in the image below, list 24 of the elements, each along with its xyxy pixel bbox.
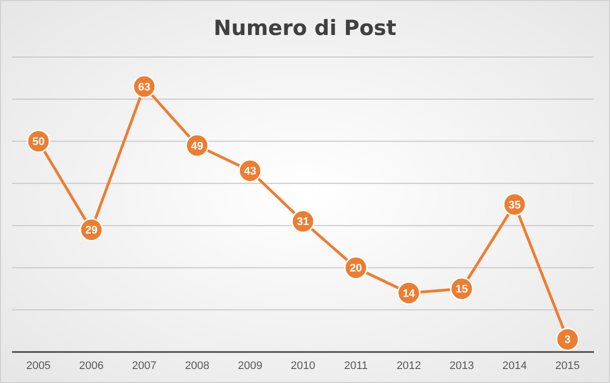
data-label: 14 <box>402 288 416 300</box>
data-label: 3 <box>564 334 571 346</box>
data-label: 15 <box>456 284 468 296</box>
x-tick-label: 2010 <box>290 360 316 372</box>
x-tick-label: 2008 <box>184 360 210 372</box>
x-tick-label: 2006 <box>79 360 104 372</box>
chart-title: Numero di Post <box>214 16 396 40</box>
data-label: 63 <box>138 81 150 94</box>
data-label: 50 <box>32 136 45 148</box>
x-tick-label: 2007 <box>132 360 157 372</box>
x-tick-label: 2005 <box>26 360 51 372</box>
x-tick-label: 2015 <box>555 360 580 372</box>
x-tick-label: 2012 <box>396 360 422 372</box>
data-label: 43 <box>244 166 256 178</box>
x-tick-label: 2013 <box>449 360 474 372</box>
x-tick-label: 2011 <box>344 360 368 372</box>
point <box>556 328 580 352</box>
data-label: 35 <box>508 199 521 212</box>
data-label: 49 <box>191 140 204 152</box>
data-label: 20 <box>350 262 362 275</box>
data-label: 29 <box>85 224 98 237</box>
data-label: 31 <box>296 216 310 228</box>
x-tick-label: 2009 <box>238 360 262 372</box>
x-tick-label: 2014 <box>502 360 527 372</box>
